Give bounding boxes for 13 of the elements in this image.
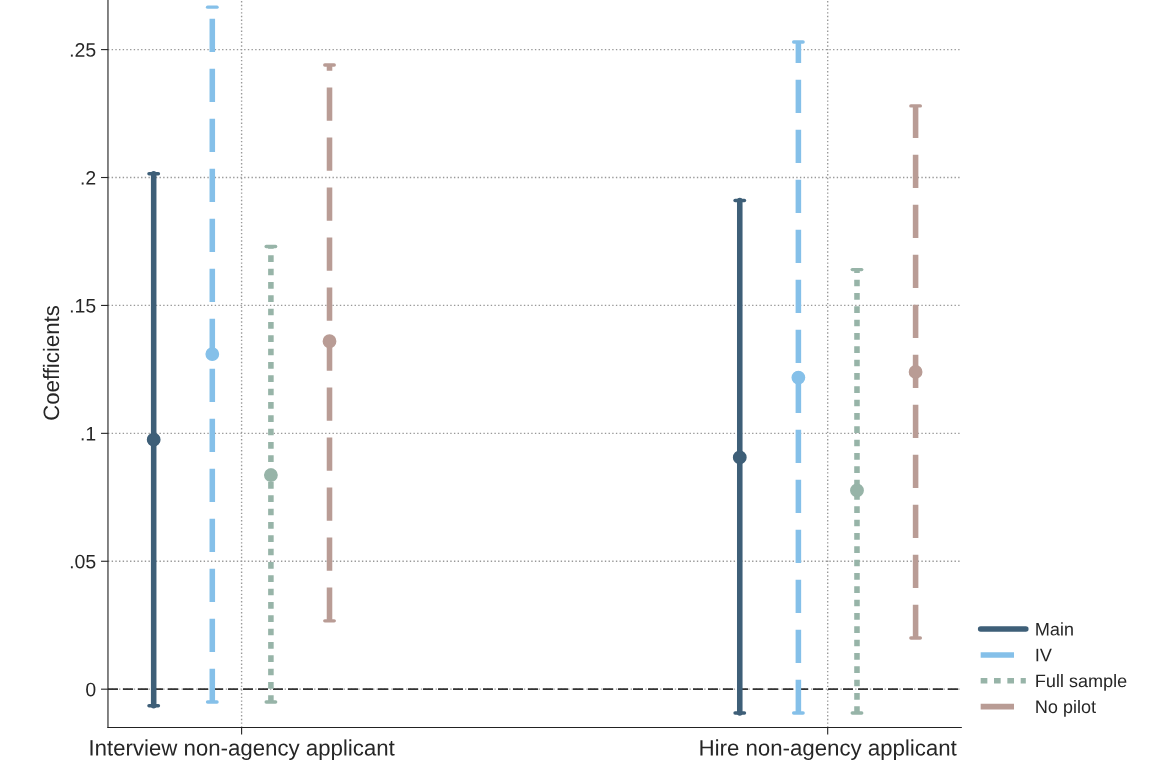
y-axis-title: Coefficients <box>42 305 60 420</box>
legend-label: Main <box>1036 622 1073 636</box>
y-tick-label: .25 <box>70 43 96 57</box>
y-tick-label: 0 <box>86 682 96 697</box>
legend-label: No pilot <box>1036 699 1096 717</box>
y-tick-label: .05 <box>70 554 96 569</box>
y-tick-label: .15 <box>70 299 96 313</box>
legend-label: IV <box>1036 648 1052 662</box>
x-tick-label: Interview non-agency applicant <box>90 739 395 761</box>
x-tick-label: Hire non-agency applicant <box>700 739 957 761</box>
y-tick-label: .1 <box>81 427 96 441</box>
y-tick-label: .2 <box>81 170 96 185</box>
legend-label: Full sample <box>1036 674 1127 691</box>
